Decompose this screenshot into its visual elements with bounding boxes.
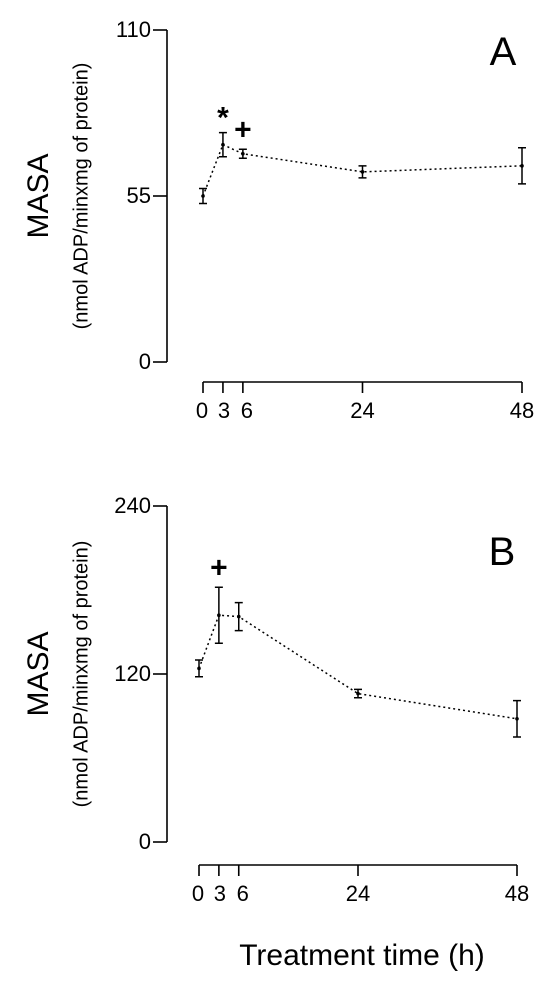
y-tick-label: 110 bbox=[116, 17, 151, 42]
data-point bbox=[201, 194, 205, 198]
significance-asterisk: * bbox=[217, 102, 229, 135]
x-tick-label: 48 bbox=[510, 398, 534, 423]
x-tick-label: 24 bbox=[350, 398, 374, 423]
data-point bbox=[197, 666, 201, 671]
x-tick-label: 48 bbox=[505, 881, 529, 906]
data-point bbox=[236, 614, 241, 619]
panel-label: A bbox=[490, 30, 517, 74]
x-tick-label: 0 bbox=[196, 398, 208, 423]
x-tick-label: 0 bbox=[192, 881, 204, 906]
y-tick-label: 0 bbox=[139, 349, 151, 374]
data-point bbox=[241, 151, 245, 156]
data-point bbox=[221, 142, 225, 147]
data-point bbox=[520, 164, 524, 168]
data-point bbox=[515, 717, 519, 721]
y-axis-title: MASA bbox=[22, 631, 55, 716]
y-tick-label: 240 bbox=[114, 493, 151, 518]
y-tick-label: 120 bbox=[114, 661, 151, 686]
x-axis-title: Treatment time (h) bbox=[239, 939, 485, 972]
panel-label: B bbox=[489, 530, 516, 574]
x-tick-label: 3 bbox=[214, 881, 226, 906]
x-tick-label: 24 bbox=[346, 881, 370, 906]
y-axis-units: (nmol ADP/minxmg of protein) bbox=[70, 63, 92, 330]
significance-plus: + bbox=[210, 552, 228, 585]
x-tick-label: 6 bbox=[237, 881, 249, 906]
data-point bbox=[360, 170, 365, 174]
x-tick-label: 6 bbox=[241, 398, 253, 423]
y-tick-label: 0 bbox=[139, 829, 151, 854]
data-point bbox=[217, 613, 221, 617]
y-axis-units: (nmol ADP/minxmg of protein) bbox=[70, 541, 92, 808]
series-line bbox=[198, 614, 518, 720]
significance-plus: + bbox=[234, 114, 252, 147]
data-point bbox=[356, 691, 360, 696]
x-tick-label: 3 bbox=[218, 398, 230, 423]
y-axis-title: MASA bbox=[22, 153, 55, 238]
y-tick-label: 55 bbox=[127, 183, 151, 208]
